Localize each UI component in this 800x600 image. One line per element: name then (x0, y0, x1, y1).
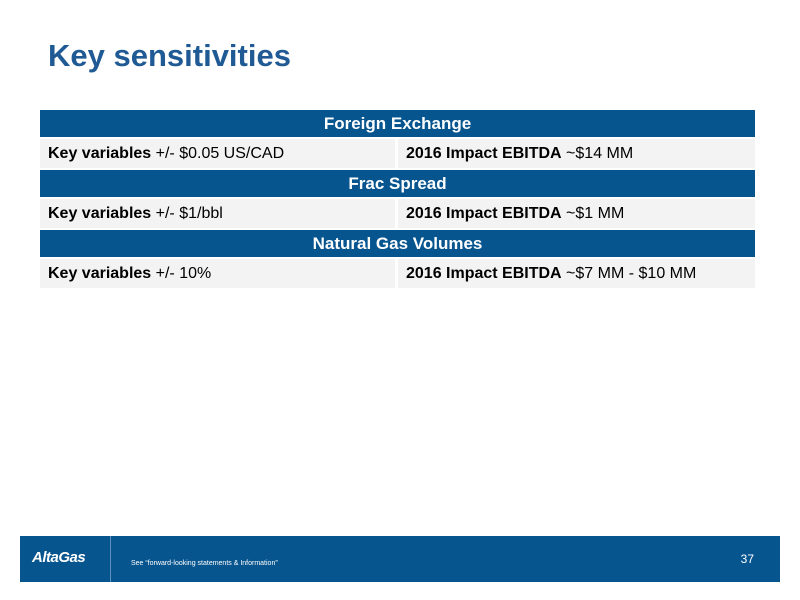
impact-label: 2016 Impact EBITDA (406, 205, 562, 222)
disclaimer-text: See “forward-looking statements & Inform… (131, 560, 278, 567)
impact-cell: 2016 Impact EBITDA ~$1 MM (398, 199, 755, 228)
key-variables-value: +/- 10% (151, 265, 212, 282)
sensitivities-table: Foreign Exchange Key variables +/- $0.05… (40, 110, 755, 290)
altagas-logo: AltaGas (32, 549, 86, 566)
section-header-natural-gas-volumes: Natural Gas Volumes (40, 230, 755, 257)
impact-value: ~$14 MM (561, 145, 634, 162)
key-variables-cell: Key variables +/- $1/bbl (40, 199, 395, 228)
page-number: 37 (740, 552, 754, 566)
impact-label: 2016 Impact EBITDA (406, 145, 562, 162)
impact-value: ~$7 MM - $10 MM (561, 265, 697, 282)
key-variables-cell: Key variables +/- $0.05 US/CAD (40, 139, 395, 168)
impact-value: ~$1 MM (561, 205, 625, 222)
key-variables-cell: Key variables +/- 10% (40, 259, 395, 288)
logo-block: AltaGas (20, 536, 111, 582)
section-header-frac-spread: Frac Spread (40, 170, 755, 197)
key-variables-label: Key variables (48, 265, 152, 282)
key-variables-value: +/- $0.05 US/CAD (151, 145, 285, 162)
impact-cell: 2016 Impact EBITDA ~$14 MM (398, 139, 755, 168)
key-variables-label: Key variables (48, 145, 152, 162)
table-row: Key variables +/- $1/bbl 2016 Impact EBI… (40, 199, 755, 228)
key-variables-label: Key variables (48, 205, 152, 222)
page-title: Key sensitivities (48, 38, 291, 73)
table-row: Key variables +/- 10% 2016 Impact EBITDA… (40, 259, 755, 288)
section-header-foreign-exchange: Foreign Exchange (40, 110, 755, 137)
impact-cell: 2016 Impact EBITDA ~$7 MM - $10 MM (398, 259, 755, 288)
table-row: Key variables +/- $0.05 US/CAD 2016 Impa… (40, 139, 755, 168)
footer-bar: AltaGas See “forward-looking statements … (20, 536, 780, 582)
key-variables-value: +/- $1/bbl (151, 205, 223, 222)
impact-label: 2016 Impact EBITDA (406, 265, 562, 282)
